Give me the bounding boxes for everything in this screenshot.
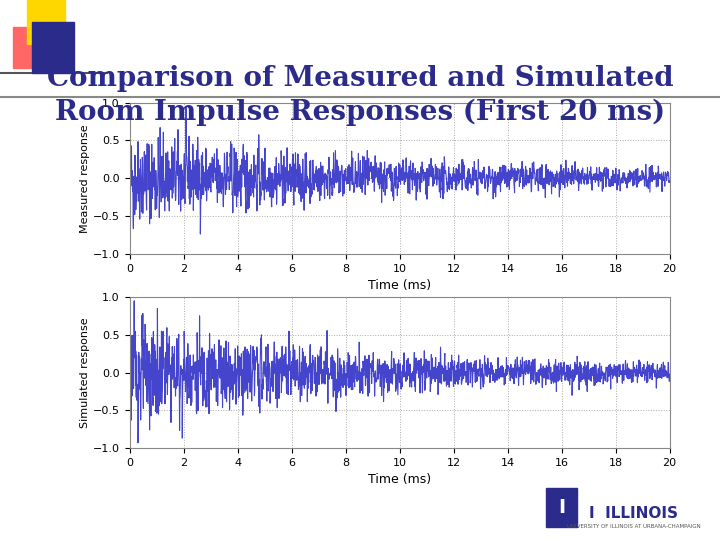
Y-axis label: Simulated response: Simulated response	[80, 318, 90, 428]
Text: I  ILLINOIS: I ILLINOIS	[589, 505, 678, 521]
Text: Comparison of Measured and Simulated
Room Impulse Responses (First 20 ms): Comparison of Measured and Simulated Roo…	[47, 65, 673, 126]
Text: UNIVERSITY OF ILLINOIS AT URBANA-CHAMPAIGN: UNIVERSITY OF ILLINOIS AT URBANA-CHAMPAI…	[567, 524, 701, 529]
Bar	[13, 27, 47, 68]
Text: I: I	[558, 498, 565, 517]
Bar	[27, 0, 65, 44]
Bar	[32, 22, 74, 73]
Bar	[546, 488, 577, 527]
X-axis label: Time (ms): Time (ms)	[368, 474, 431, 487]
Y-axis label: Measured response: Measured response	[80, 124, 90, 233]
X-axis label: Time (ms): Time (ms)	[368, 279, 431, 292]
